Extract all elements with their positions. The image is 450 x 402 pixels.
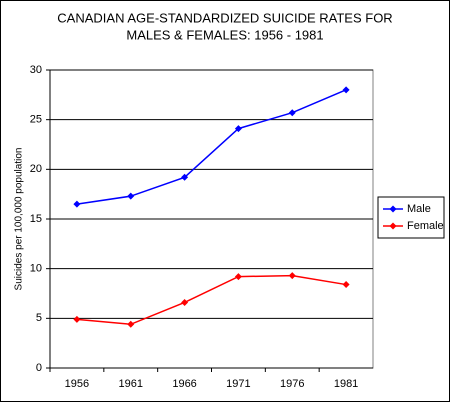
marker <box>288 109 296 117</box>
marker <box>181 173 189 181</box>
marker <box>234 273 242 281</box>
legend-box <box>377 196 445 239</box>
legend-label: Male <box>407 203 431 215</box>
y-tick-label: 5 <box>36 312 42 324</box>
marker <box>288 272 296 280</box>
x-tick-label: 1971 <box>226 378 250 390</box>
marker <box>342 86 350 94</box>
legend-label: Female <box>407 220 444 232</box>
chart-title: MALES & FEMALES: 1956 - 1981 <box>126 27 323 42</box>
marker <box>73 315 81 323</box>
x-tick-label: 1976 <box>280 378 304 390</box>
y-tick-label: 15 <box>30 213 42 225</box>
marker <box>234 125 242 133</box>
y-tick-label: 10 <box>30 263 42 275</box>
y-tick-label: 30 <box>30 64 42 76</box>
chart-title: CANADIAN AGE-STANDARDIZED SUICIDE RATES … <box>57 10 392 25</box>
legend-marker <box>389 205 397 213</box>
series-line <box>76 274 347 326</box>
y-axis-label: Suicides per 100,000 population <box>14 148 25 291</box>
x-tick-label: 1966 <box>172 378 196 390</box>
y-tick-label: 20 <box>30 163 42 175</box>
marker <box>127 192 135 200</box>
marker <box>127 320 135 328</box>
y-tick-label: 25 <box>30 114 42 126</box>
y-tick-label: 0 <box>36 362 42 374</box>
marker <box>73 200 81 208</box>
series-line <box>76 89 347 205</box>
x-tick-label: 1961 <box>119 378 143 390</box>
x-tick-label: 1956 <box>65 378 89 390</box>
marker <box>181 298 189 306</box>
legend-marker <box>389 222 397 230</box>
marker <box>342 281 350 289</box>
x-tick-label: 1981 <box>334 378 358 390</box>
